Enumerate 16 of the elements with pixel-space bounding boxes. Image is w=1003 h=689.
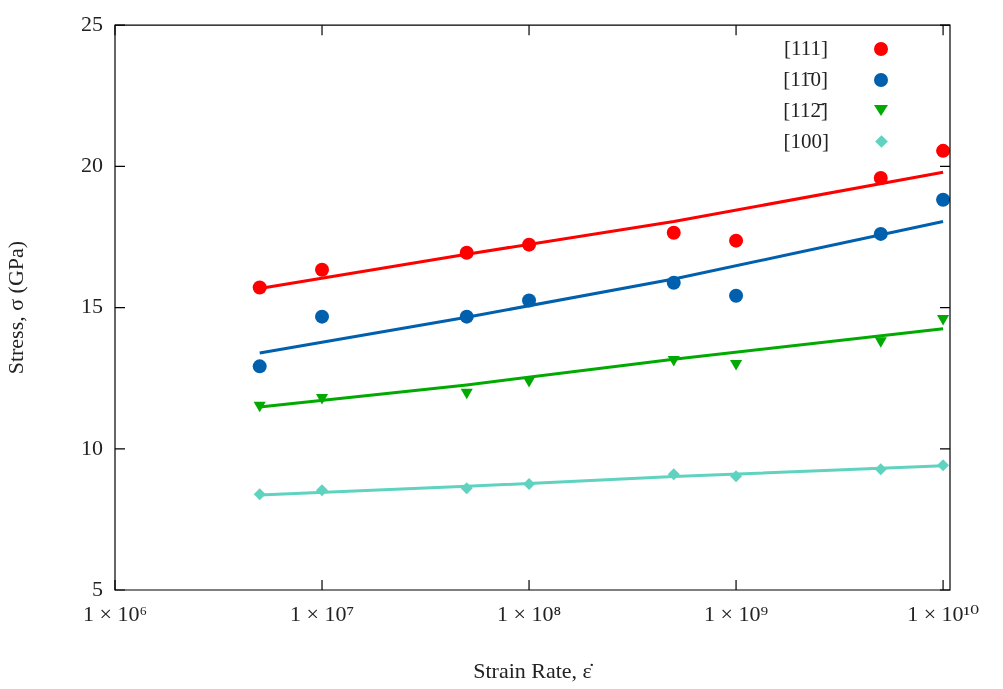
y-tick-label: 5: [92, 575, 103, 601]
x-tick-label: 1 × 10⁸: [497, 600, 562, 626]
legend-label: [112̄]: [783, 98, 828, 124]
legend-label: [111]: [784, 36, 828, 62]
x-tick-label: 1 × 10¹⁰: [907, 600, 980, 626]
x-axis-title: Strain Rate, ε̇: [473, 657, 594, 683]
y-axis-title: Stress, σ (GPa): [2, 240, 28, 375]
y-tick-label: 25: [81, 10, 103, 36]
y-tick-label: 20: [81, 152, 103, 178]
x-tick-label: 1 × 10⁹: [704, 600, 769, 626]
legend-label: [100]: [783, 129, 829, 155]
y-tick-label: 10: [81, 434, 103, 460]
x-tick-label: 1 × 10⁶: [82, 600, 148, 626]
y-tick-label: 15: [81, 293, 103, 319]
x-tick-label: 1 × 10⁷: [289, 600, 355, 626]
legend-label: [11̄0]: [783, 67, 828, 93]
